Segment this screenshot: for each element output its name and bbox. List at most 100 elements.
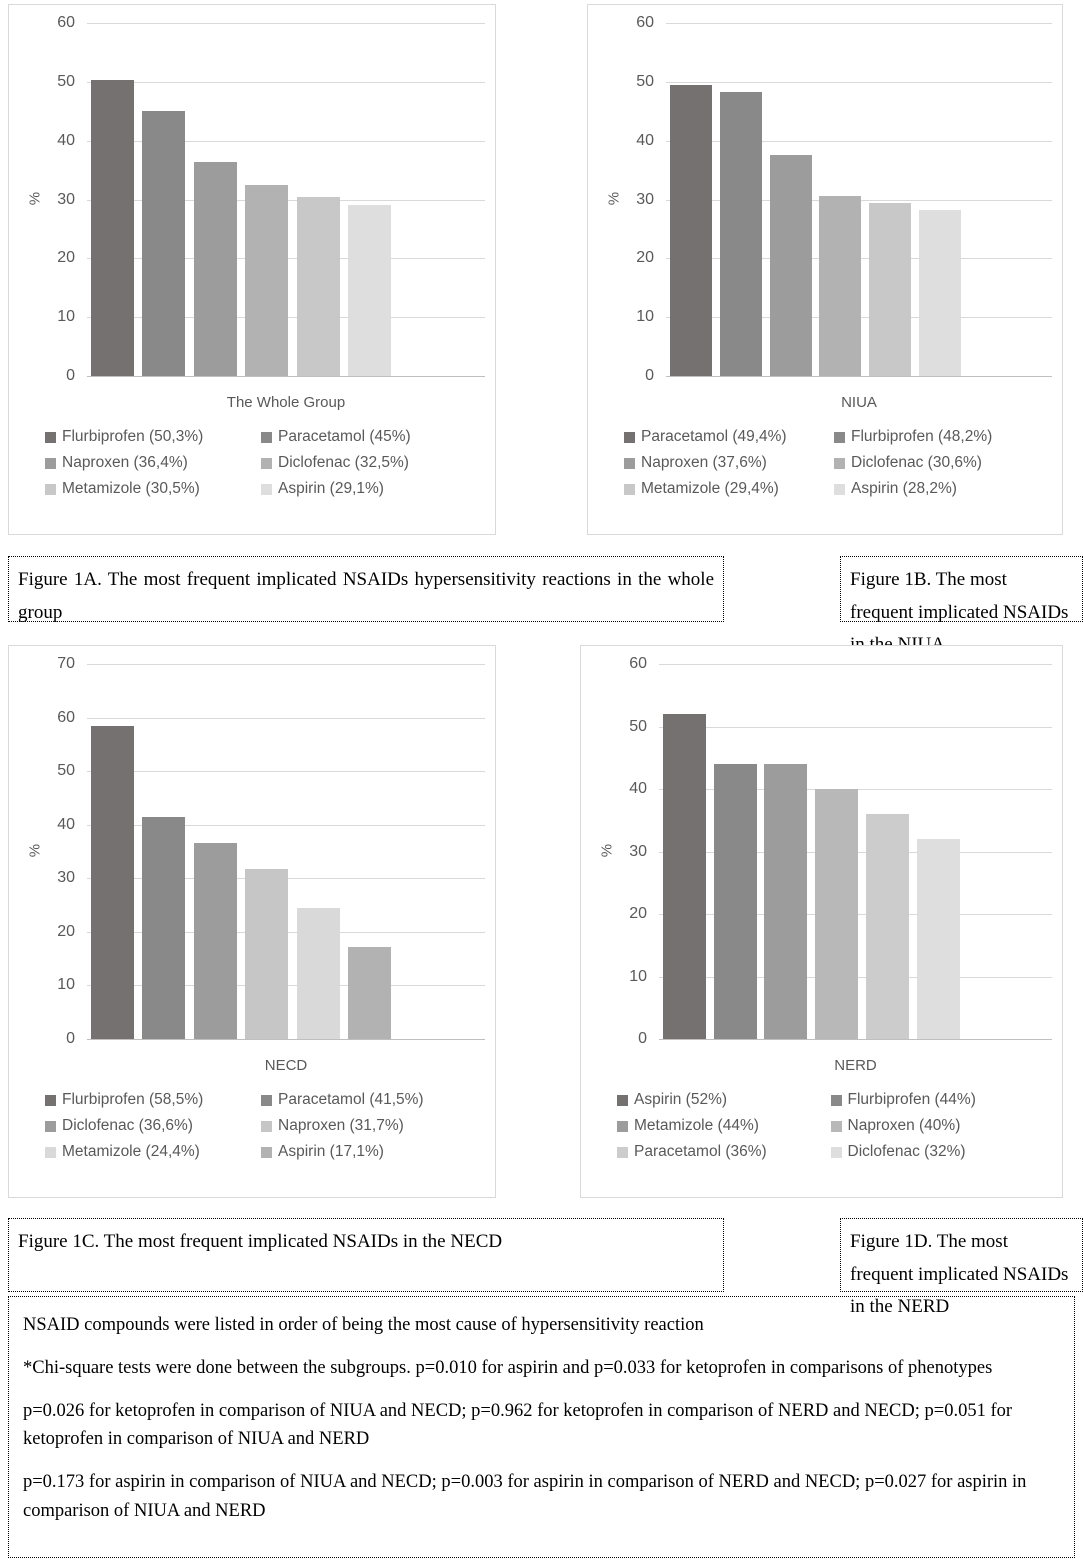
bar-metamizole	[297, 197, 340, 376]
bar-naproxen	[245, 869, 288, 1039]
legend-item-aspirin[interactable]: Aspirin (17,1%)	[261, 1143, 477, 1161]
legend-item-paracetamol[interactable]: Paracetamol (45%)	[261, 428, 477, 446]
legend-swatch-icon	[261, 1120, 272, 1132]
legend-item-flurbiprofen[interactable]: Flurbiprofen (44%)	[830, 1091, 1045, 1109]
bar-flurbiprofen	[91, 80, 134, 376]
y-tick-label: 60	[57, 709, 75, 726]
chart-panel-1a: % 0 10 20 30 40 50 60 The Whole Group Flurbiprofe…	[8, 4, 496, 535]
legend-item-paracetamol[interactable]: Paracetamol (36%)	[617, 1143, 831, 1161]
y-tick-label: 50	[57, 762, 75, 779]
gridline	[659, 727, 1052, 728]
legend-item-aspirin[interactable]: Aspirin (52%)	[617, 1091, 831, 1109]
legend-swatch-icon	[45, 1120, 56, 1132]
y-tick-label: 60	[636, 14, 654, 31]
gridline	[666, 82, 1052, 83]
y-tick-label: 50	[636, 73, 654, 90]
bar-diclofenac	[194, 843, 237, 1039]
chart-legend: Flurbiprofen (58,5%) Paracetamol (41,5%) D…	[9, 1091, 495, 1169]
y-tick-label: 20	[57, 249, 75, 266]
legend-item-naproxen[interactable]: Naproxen (40%)	[830, 1117, 1045, 1135]
y-tick-label: 60	[629, 655, 647, 672]
chart-legend: Paracetamol (49,4%) Flurbiprofen (48,2%) N…	[588, 428, 1062, 506]
legend-item-label: Paracetamol (36%)	[634, 1143, 767, 1160]
legend-item-label: Aspirin (29,1%)	[278, 480, 384, 497]
legend-item-aspirin[interactable]: Aspirin (29,1%)	[261, 480, 477, 498]
y-tick-label: 50	[57, 73, 75, 90]
legend-item-label: Paracetamol (45%)	[278, 428, 411, 445]
bar-paracetamol	[866, 814, 909, 1039]
legend-item-label: Metamizole (29,4%)	[641, 480, 779, 497]
chart-legend: Flurbiprofen (50,3%) Paracetamol (45%) Nap…	[9, 428, 495, 506]
legend-swatch-icon	[834, 483, 845, 495]
bar-diclofenac	[245, 185, 288, 376]
gridline	[87, 82, 485, 83]
y-tick-label: 10	[636, 308, 654, 325]
legend-item-label: Aspirin (17,1%)	[278, 1143, 384, 1160]
legend-item-label: Metamizole (30,5%)	[62, 480, 200, 497]
caption-text: Figure 1B. The most frequent implicated …	[850, 569, 1069, 655]
legend-item-metamizole[interactable]: Metamizole (24,4%)	[45, 1143, 261, 1161]
legend-item-label: Metamizole (44%)	[634, 1117, 759, 1134]
gridline	[87, 23, 485, 24]
legend-swatch-icon	[834, 431, 845, 443]
legend-item-flurbiprofen[interactable]: Flurbiprofen (50,3%)	[45, 428, 261, 446]
y-tick-label: 30	[629, 843, 647, 860]
legend-item-flurbiprofen[interactable]: Flurbiprofen (48,2%)	[834, 428, 1044, 446]
footnote-box: NSAID compounds were listed in order of …	[8, 1296, 1075, 1558]
y-tick-label: 40	[636, 132, 654, 149]
footnote-paragraph: p=0.173 for aspirin in comparison of NIU…	[23, 1472, 1027, 1521]
y-tick-label: 20	[629, 905, 647, 922]
legend-swatch-icon	[261, 457, 272, 469]
bar-aspirin	[919, 210, 961, 376]
bar-flurbiprofen	[714, 764, 757, 1039]
y-tick-label: 0	[66, 367, 75, 384]
chart-panel-1c: % 0 10 20 30 40 50 60 70 NECD Flurbiprofen (58,5%)…	[8, 645, 496, 1198]
legend-swatch-icon	[261, 431, 272, 443]
legend-item-label: Naproxen (37,6%)	[641, 454, 767, 471]
legend-swatch-icon	[624, 431, 635, 443]
legend-item-flurbiprofen[interactable]: Flurbiprofen (58,5%)	[45, 1091, 261, 1109]
legend-item-diclofenac[interactable]: Diclofenac (32%)	[830, 1143, 1045, 1161]
bar-flurbiprofen	[720, 92, 762, 376]
legend-item-label: Naproxen (36,4%)	[62, 454, 188, 471]
legend-swatch-icon	[830, 1094, 842, 1106]
y-tick-label: 40	[629, 780, 647, 797]
y-tick-label: 0	[638, 1030, 647, 1047]
bar-aspirin	[348, 205, 391, 376]
legend-item-diclofenac[interactable]: Diclofenac (36,6%)	[45, 1117, 261, 1135]
legend-swatch-icon	[45, 1146, 56, 1158]
legend-item-label: Aspirin (52%)	[634, 1091, 728, 1108]
bar-diclofenac	[917, 839, 960, 1039]
y-tick-label: 70	[57, 655, 75, 672]
y-axis-label: %	[26, 843, 44, 857]
y-tick-label: 10	[57, 308, 75, 325]
legend-item-naproxen[interactable]: Naproxen (31,7%)	[261, 1117, 477, 1135]
legend-item-label: Aspirin (28,2%)	[851, 480, 957, 497]
legend-swatch-icon	[834, 457, 845, 469]
legend-item-aspirin[interactable]: Aspirin (28,2%)	[834, 480, 1044, 498]
legend-item-naproxen[interactable]: Naproxen (36,4%)	[45, 454, 261, 472]
legend-item-naproxen[interactable]: Naproxen (37,6%)	[624, 454, 834, 472]
caption-text: Figure 1D. The most frequent implicated …	[850, 1231, 1069, 1318]
chart-panel-1d: % 0 10 20 30 40 50 60 NERD Aspirin (52%) Flurbipro…	[580, 645, 1063, 1198]
legend-swatch-icon	[45, 483, 56, 495]
legend-item-metamizole[interactable]: Metamizole (44%)	[617, 1117, 831, 1135]
bar-metamizole	[764, 764, 807, 1039]
legend-item-label: Paracetamol (41,5%)	[278, 1091, 424, 1108]
gridline	[87, 825, 485, 826]
bar-naproxen	[194, 162, 237, 376]
y-tick-label: 30	[57, 191, 75, 208]
legend-item-diclofenac[interactable]: Diclofenac (32,5%)	[261, 454, 477, 472]
legend-swatch-icon	[45, 1094, 56, 1106]
legend-item-label: Naproxen (40%)	[847, 1117, 961, 1134]
legend-item-paracetamol[interactable]: Paracetamol (49,4%)	[624, 428, 834, 446]
legend-item-label: Paracetamol (49,4%)	[641, 428, 787, 445]
legend-item-paracetamol[interactable]: Paracetamol (41,5%)	[261, 1091, 477, 1109]
legend-item-metamizole[interactable]: Metamizole (29,4%)	[624, 480, 834, 498]
x-axis-label: NECD	[264, 1057, 308, 1074]
legend-item-diclofenac[interactable]: Diclofenac (30,6%)	[834, 454, 1044, 472]
caption-text: Figure 1A. The most frequent implicated …	[18, 569, 714, 623]
legend-item-metamizole[interactable]: Metamizole (30,5%)	[45, 480, 261, 498]
legend-swatch-icon	[261, 483, 272, 495]
